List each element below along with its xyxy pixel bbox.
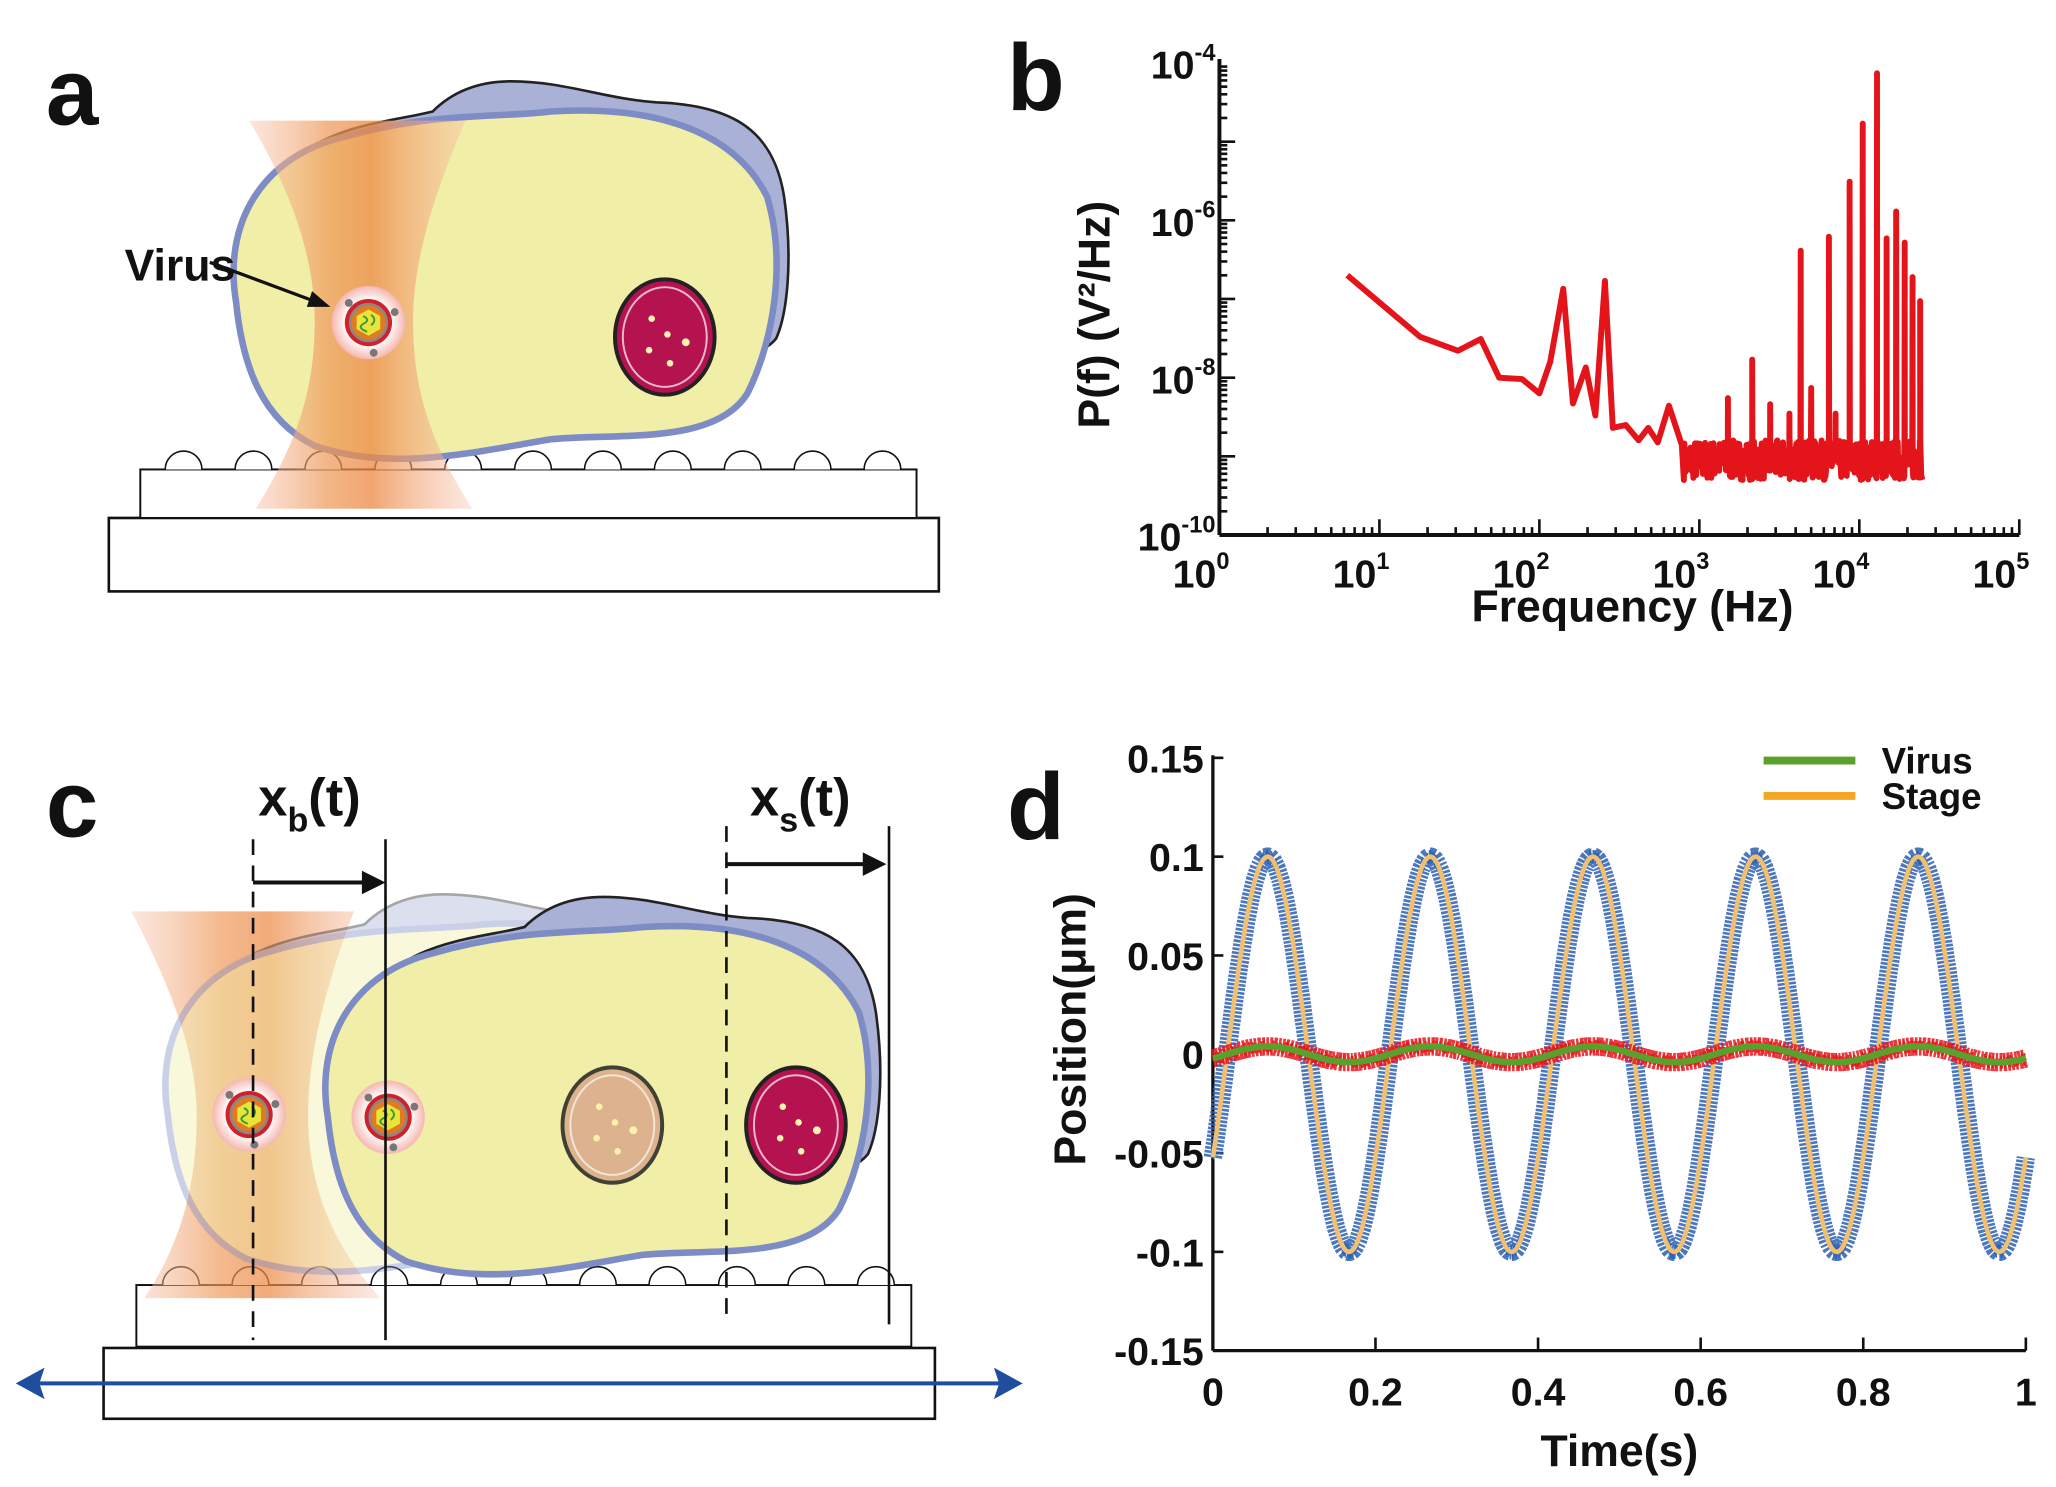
virus-pointer-arrow	[209, 260, 324, 306]
stage-fit-line	[1210, 854, 2029, 1255]
panel-label-c: c	[46, 753, 98, 858]
x-tick-label: 0.8	[1836, 1371, 1891, 1415]
y-tick-label: -0.1	[1136, 1231, 1204, 1275]
panel-c: c xb(t) xs(t)	[15, 753, 1023, 1421]
nucleus-displaced-position	[744, 1065, 848, 1185]
panel-b-power-spectrum-chart: b Frequency (Hz) P(f) (V²/Hz) 100 101 102 1…	[1007, 26, 2029, 631]
y-axis-title: P(f) (V²/Hz)	[1070, 201, 1119, 429]
nucleus-initial-position	[560, 1065, 665, 1185]
x-tick-label: 0.6	[1673, 1371, 1728, 1415]
y-tick-label: 0.05	[1127, 935, 1204, 979]
x-tick-label: 103	[1653, 549, 1710, 596]
surface-bump	[648, 1265, 687, 1286]
y-tick-label: 0.15	[1127, 737, 1204, 781]
x-tick-label: 102	[1493, 549, 1550, 596]
legend-label-stage: Stage	[1882, 776, 1982, 817]
virus-fit-line	[1212, 1043, 2027, 1066]
x-tick-label: 100	[1173, 549, 1230, 596]
panel-label-d: d	[1007, 755, 1065, 860]
surface-bump	[164, 450, 203, 470]
surface-bumps	[164, 450, 902, 470]
virus-initial-position	[211, 1076, 288, 1153]
arrowhead-icon	[306, 291, 331, 307]
x-tick-label: 0.2	[1348, 1371, 1403, 1415]
coverslip	[139, 468, 918, 519]
stage-base	[107, 516, 941, 593]
surface-bump	[723, 450, 762, 470]
y-tick-label: -0.15	[1114, 1330, 1204, 1374]
arrowhead-icon	[862, 852, 887, 876]
power-spectrum-line	[1345, 70, 1926, 484]
panel-a: a Virus	[46, 41, 941, 593]
panel-d-position-chart: d Time(s) Position(μm) 0 0.2 0.4 0.6 0.8 1 0.1…	[1007, 737, 2037, 1476]
arrow-left-icon	[15, 1367, 45, 1400]
arrowhead-icon	[361, 870, 386, 895]
surface-bump	[653, 450, 692, 470]
y-axis-title: Position(μm)	[1047, 893, 1096, 1165]
x-tick-label: 105	[1972, 549, 2029, 596]
arrow-right-icon	[993, 1367, 1023, 1400]
surface-bump	[856, 1265, 896, 1286]
surface-bump	[863, 450, 902, 470]
x-axis-title: Time(s)	[1540, 1427, 1698, 1476]
virus-displaced-position	[350, 1079, 427, 1156]
panel-label-a: a	[46, 41, 100, 146]
x-tick-label: 104	[1813, 549, 1870, 596]
x-tick-label: 101	[1333, 549, 1390, 596]
surface-bump	[793, 450, 832, 470]
y-tick-label: 0.1	[1149, 836, 1204, 880]
surface-bump	[583, 450, 623, 470]
xs-label: xs(t)	[750, 770, 851, 840]
surface-bump	[513, 450, 553, 470]
surface-bump	[717, 1265, 757, 1286]
y-tick-label: 10-4	[1151, 40, 1216, 87]
x-tick-label: 1	[2015, 1371, 2037, 1415]
surface-bump	[234, 450, 273, 470]
panel-label-b: b	[1007, 26, 1065, 131]
x-tick-label: 0	[1202, 1371, 1224, 1415]
x-axis-title: Frequency (Hz)	[1471, 583, 1793, 632]
virus-particle	[330, 284, 407, 361]
nucleus	[612, 277, 717, 397]
y-tick-label: 10-10	[1138, 512, 1216, 559]
y-tick-label: 10-8	[1151, 355, 1216, 402]
x-tick-label: 0.4	[1511, 1371, 1566, 1415]
surface-bump	[578, 1265, 618, 1286]
legend-label-virus: Virus	[1882, 741, 1973, 782]
y-tick-label: -0.05	[1114, 1132, 1204, 1176]
y-tick-label: 10-6	[1151, 198, 1216, 245]
y-tick-label: 0	[1182, 1034, 1204, 1078]
surface-bump	[787, 1265, 826, 1286]
xb-label: xb(t)	[258, 770, 360, 840]
